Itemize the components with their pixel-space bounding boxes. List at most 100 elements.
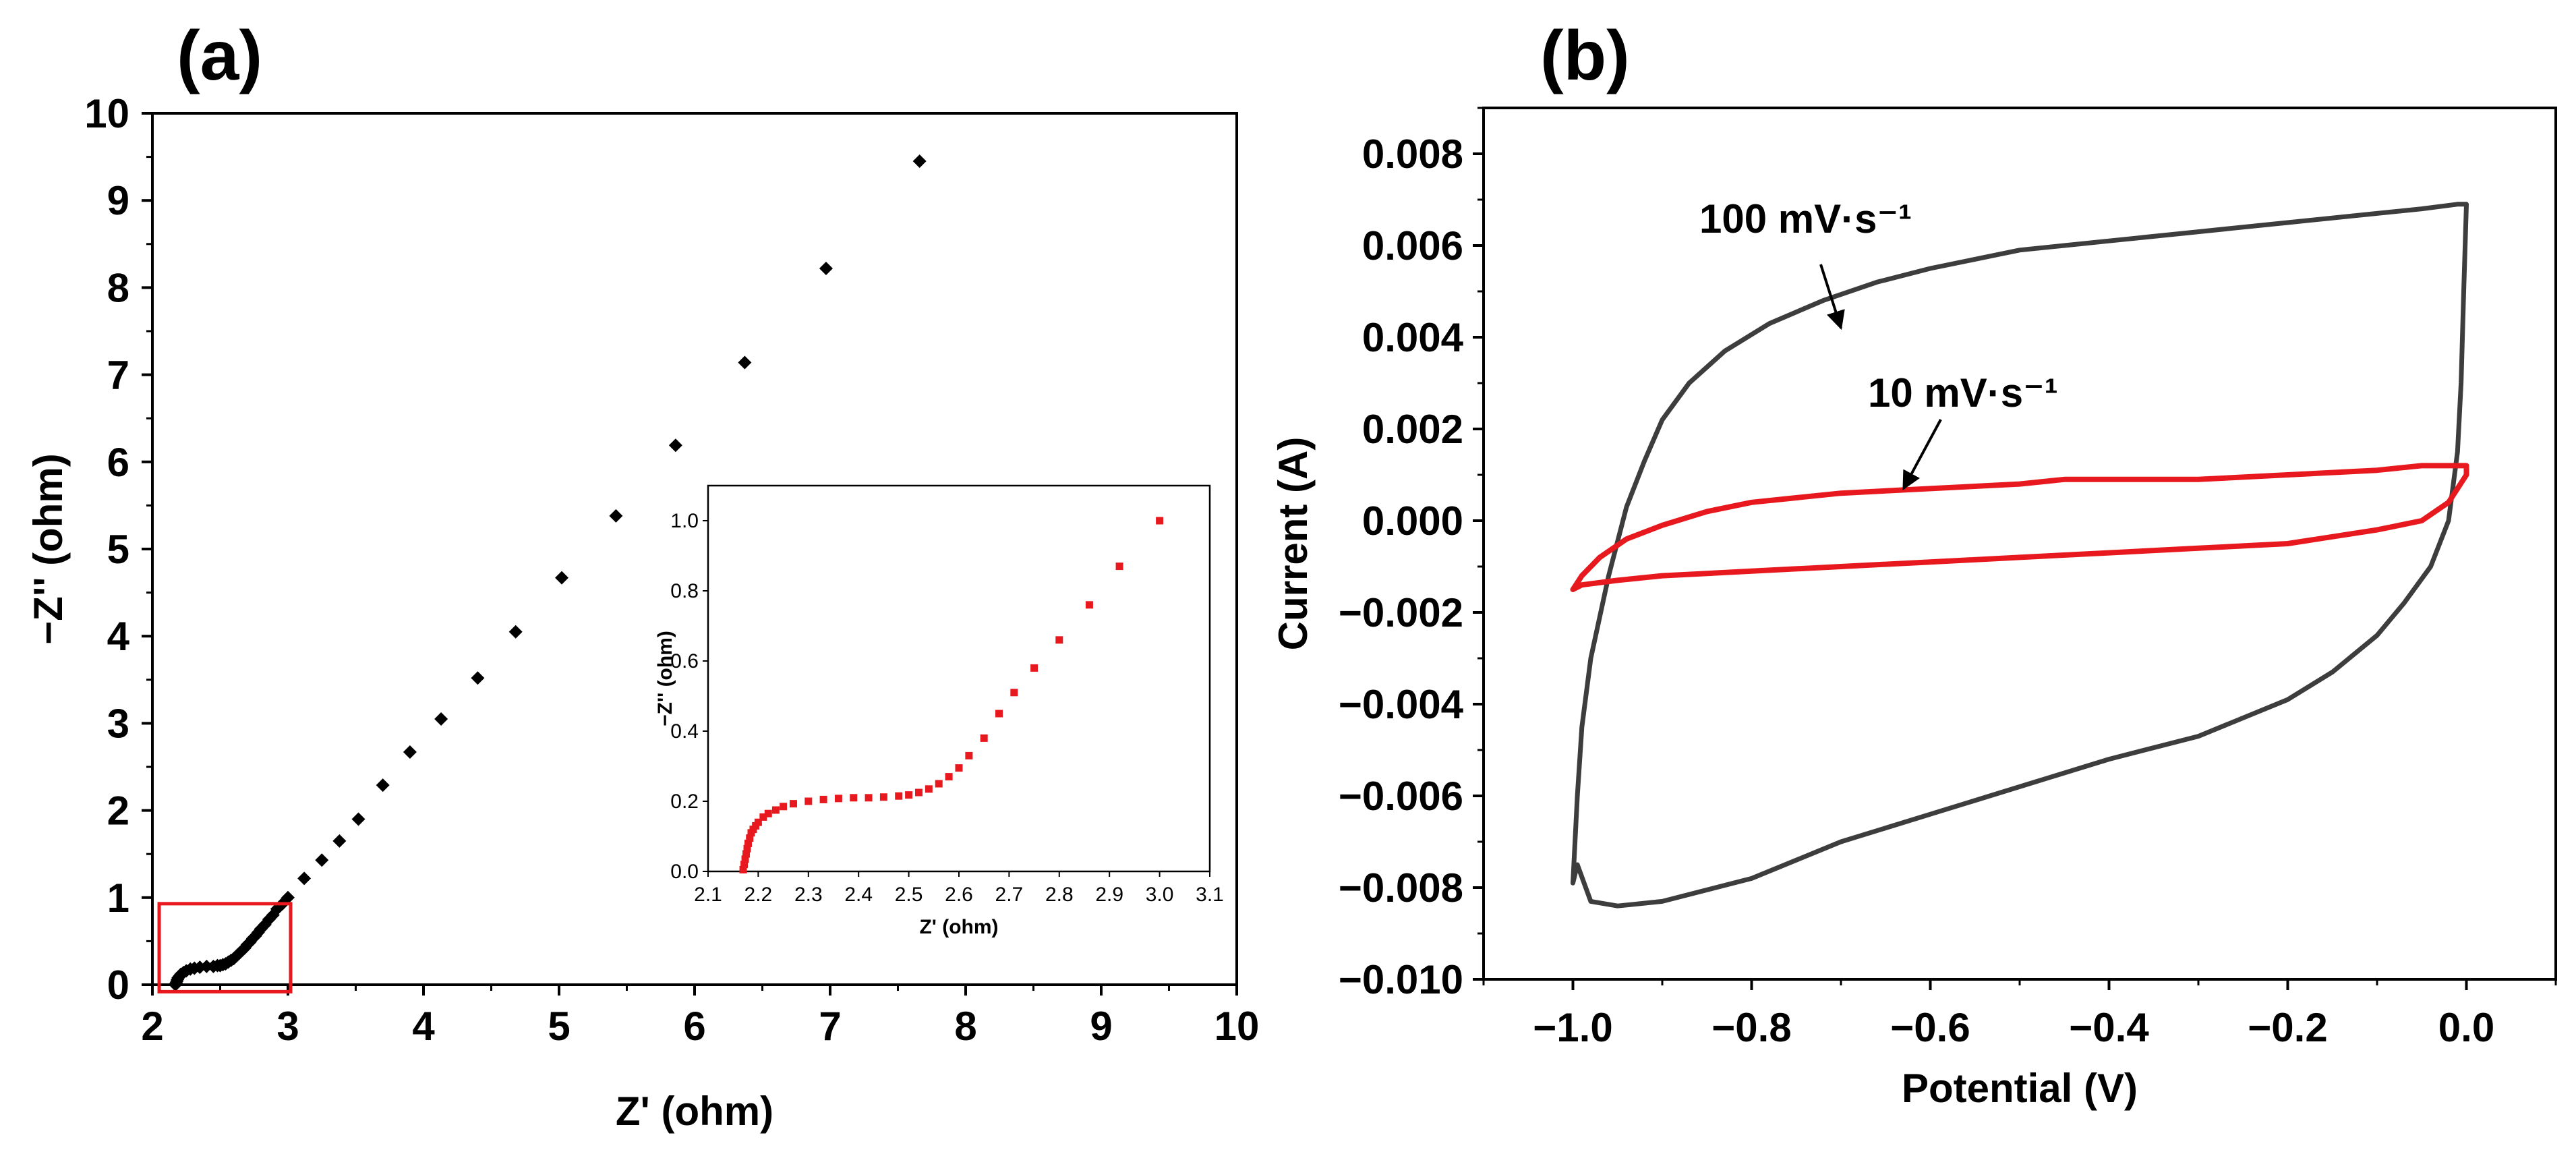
inset-axes: 2.1 2.2 2.3 2.4 2.5 2.6 2.7 2.8 2.9 3.0 3.1 0.0 0.2 0… <box>670 510 1224 906</box>
inset-data-point <box>925 785 933 793</box>
panel-a-y-tick-label: 8 <box>107 265 129 310</box>
inset-data-point <box>1085 601 1093 609</box>
panel-a-y-tick-label: 1 <box>107 875 129 921</box>
inset-data-point <box>764 809 772 817</box>
panel-a-y-tick-label: 5 <box>107 527 129 572</box>
panel-a-data-point <box>738 355 752 370</box>
inset-data-point <box>804 797 813 805</box>
inset-data-point <box>789 800 797 808</box>
inset-data-point <box>905 791 913 799</box>
panel-b-y-tick-label: −0.004 <box>1339 682 1464 727</box>
panel-b-x-axis-label: Potential (V) <box>1902 1066 2138 1111</box>
inset-x-tick-label: 2.1 <box>694 884 722 906</box>
annotation-10mV-arrow <box>1902 419 1942 490</box>
panel-a-y-tick-label: 0 <box>107 962 129 1008</box>
inset-data-point <box>759 813 767 821</box>
panel-a-y-tick-label: 3 <box>107 701 129 746</box>
inset-y-tick-label: 0.0 <box>670 861 699 883</box>
inset-data-point <box>1030 664 1038 672</box>
panel-b-x-tick-label: −0.8 <box>1711 1005 1791 1050</box>
inset-data-point <box>1010 689 1018 697</box>
inset-data-point <box>865 794 873 802</box>
panel-b-x-tick-label: −1.0 <box>1533 1005 1612 1050</box>
panel-b-y-tick-label: 0.000 <box>1362 498 1463 544</box>
panel-a-data-point <box>351 812 365 826</box>
panel-b-plot-frame <box>1482 107 2557 981</box>
inset-x-tick-label: 2.9 <box>1095 884 1123 906</box>
panel-a-data-point <box>508 625 523 639</box>
panel-a-x-tick-label: 8 <box>954 1004 976 1049</box>
panel-a-y-tick-label: 7 <box>107 353 129 398</box>
panel-a-data-point <box>376 778 390 793</box>
inset-x-tick-label: 2.7 <box>995 884 1024 906</box>
inset-series <box>739 517 1164 873</box>
panel-a-data-point <box>609 509 623 523</box>
panel-b-x-tick-label: −0.6 <box>1890 1005 1970 1050</box>
inset-data-point <box>754 818 762 826</box>
inset-data-point <box>895 792 903 800</box>
panel-b-y-tick-label: 0.008 <box>1362 132 1463 177</box>
inset-data-point <box>879 793 887 801</box>
panel-a-data-point <box>912 154 927 169</box>
panel-b-y-axis-label: Current (A) <box>1270 437 1316 651</box>
inset-data-point <box>771 806 780 814</box>
annotation-100mV-arrow <box>1819 264 1845 330</box>
panel-a-axes: 2 3 4 5 6 7 8 9 10 0 1 2 3 4 5 6 7 8 9 10 <box>84 91 1259 1049</box>
panel-a-label: (a) <box>177 17 262 95</box>
panel-a-data-point <box>200 959 214 973</box>
panel-a-data-point <box>332 834 347 848</box>
panel-b-series <box>1570 202 2469 909</box>
inset-data-point <box>743 844 751 853</box>
panel-a-x-tick-label: 3 <box>276 1004 299 1049</box>
inset-x-tick-label: 2.8 <box>1045 884 1074 906</box>
inset-data-point <box>995 710 1003 718</box>
panel-b-y-tick-label: −0.002 <box>1339 590 1463 635</box>
panel-a-data-point <box>403 745 417 759</box>
panel-a-data-point <box>434 712 448 726</box>
panel-a-y-axis-label: −Z'' (ohm) <box>26 453 71 645</box>
inset-data-point <box>945 773 953 781</box>
inset-y-tick-label: 0.4 <box>670 720 699 743</box>
panel-a-x-tick-label: 2 <box>141 1004 163 1049</box>
panel-b-y-tick-label: 0.006 <box>1362 223 1463 268</box>
inset-x-tick-label: 3.1 <box>1196 884 1224 906</box>
panel-b-annotations: 100 mV·s⁻¹ 10 mV·s⁻¹ <box>1699 196 2058 490</box>
inset-y-axis-label: −Z'' (ohm) <box>654 631 676 726</box>
inset-data-point <box>740 861 749 869</box>
inset-data-point <box>1156 517 1164 525</box>
panel-a-data-point <box>819 261 833 275</box>
panel-a-y-tick-label: 4 <box>107 614 130 659</box>
panel-b-y-tick-label: −0.010 <box>1339 957 1463 1002</box>
panel-b-y-tick-label: −0.006 <box>1339 774 1463 819</box>
cv-curve-100mV <box>1571 202 2469 909</box>
panel-b-y-tick-label: 0.004 <box>1362 315 1464 360</box>
inset-data-point <box>834 795 842 803</box>
inset-data-point <box>935 780 943 788</box>
inset-data-point <box>914 788 923 797</box>
inset-y-tick-label: 0.6 <box>670 650 699 672</box>
inset-x-tick-label: 2.6 <box>945 884 973 906</box>
panel-a-y-tick-label: 6 <box>107 440 129 485</box>
panel-b-x-tick-label: −0.4 <box>2069 1005 2149 1050</box>
panel-b-axes: −1.0 −0.8 −0.6 −0.4 −0.2 0.0 −0.010 −0.008 −0.00… <box>1339 107 2557 1050</box>
annotation-100mV-label: 100 mV·s⁻¹ <box>1699 196 1912 241</box>
panel-a-y-tick-label: 9 <box>107 178 129 223</box>
panel-a-x-axis-label: Z' (ohm) <box>616 1089 773 1134</box>
inset-data-point <box>741 855 749 863</box>
inset-data-point <box>780 803 788 811</box>
panel-a-y-tick-label: 2 <box>107 788 129 834</box>
inset-data-point <box>955 764 963 772</box>
panel-a-y-tick-label: 10 <box>84 91 129 136</box>
inset-x-tick-label: 2.5 <box>895 884 923 906</box>
panel-a-x-tick-label: 9 <box>1090 1004 1112 1049</box>
inset-y-tick-label: 1.0 <box>670 510 699 532</box>
inset-data-point <box>742 850 751 858</box>
inset-data-point <box>739 865 747 873</box>
inset-data-point <box>850 794 858 802</box>
panel-a-x-tick-label: 6 <box>683 1004 705 1049</box>
panel-b-x-tick-label: 0.0 <box>2438 1005 2494 1050</box>
inset-data-point <box>980 734 988 742</box>
panel-a-zoom-highlight-box <box>157 902 293 993</box>
panel-a-data-point <box>281 890 295 904</box>
